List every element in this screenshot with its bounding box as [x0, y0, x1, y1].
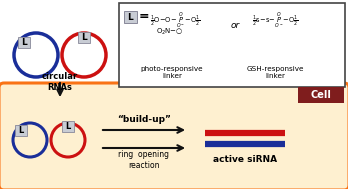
FancyBboxPatch shape — [15, 125, 27, 136]
Text: L: L — [21, 38, 27, 47]
FancyBboxPatch shape — [0, 83, 348, 189]
FancyBboxPatch shape — [18, 37, 30, 48]
Text: =: = — [139, 11, 149, 23]
Text: Cell: Cell — [310, 90, 331, 100]
FancyBboxPatch shape — [62, 121, 74, 132]
Text: GSH-responsive
linker: GSH-responsive linker — [246, 66, 304, 78]
Text: ring  opening
reaction: ring opening reaction — [119, 150, 169, 170]
Text: O$_2$N$\!\!-\!\!\bigcirc$: O$_2$N$\!\!-\!\!\bigcirc$ — [156, 27, 184, 37]
Text: L: L — [18, 126, 23, 135]
Text: circular
RNAs: circular RNAs — [42, 72, 78, 92]
FancyBboxPatch shape — [119, 3, 345, 87]
FancyBboxPatch shape — [78, 32, 90, 43]
Text: $\frac{1}{2}$s$\!-\!$s$\!-\!\overset{O}{\underset{O^-}{P}}\!-\!$O$\frac{1}{2}$: $\frac{1}{2}$s$\!-\!$s$\!-\!\overset{O}{… — [252, 10, 299, 30]
FancyBboxPatch shape — [298, 87, 344, 103]
Text: $\frac{1}{2}$O$\!-\!$O$\!-\!\overset{O}{\underset{O^-}{P}}\!-\!$O$\frac{1}{2}$: $\frac{1}{2}$O$\!-\!$O$\!-\!\overset{O}{… — [150, 10, 200, 30]
FancyBboxPatch shape — [124, 11, 137, 23]
Text: active siRNA: active siRNA — [213, 156, 277, 164]
Text: L: L — [128, 12, 133, 22]
Text: or: or — [230, 20, 240, 29]
Text: “build-up”: “build-up” — [117, 115, 171, 125]
Text: L: L — [65, 122, 71, 131]
Text: photo-responsive
linker: photo-responsive linker — [141, 66, 203, 78]
Text: L: L — [81, 33, 87, 42]
